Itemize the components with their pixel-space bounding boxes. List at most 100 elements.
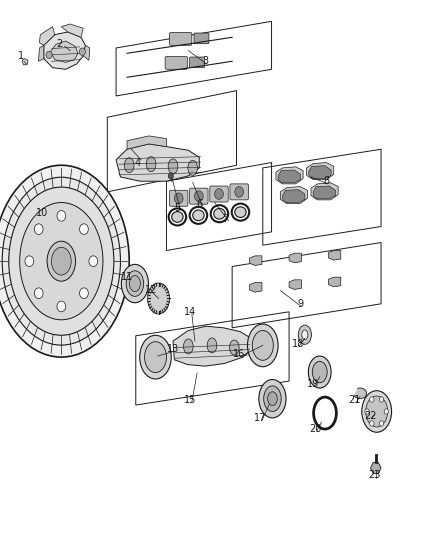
Ellipse shape xyxy=(168,159,178,174)
Circle shape xyxy=(25,256,34,266)
Ellipse shape xyxy=(172,212,183,222)
Ellipse shape xyxy=(140,335,171,379)
Ellipse shape xyxy=(268,392,277,406)
Text: 9: 9 xyxy=(297,299,303,309)
FancyBboxPatch shape xyxy=(165,56,187,69)
Text: 2: 2 xyxy=(56,39,62,49)
Ellipse shape xyxy=(252,330,273,360)
Ellipse shape xyxy=(362,391,392,432)
Circle shape xyxy=(46,51,52,59)
Circle shape xyxy=(79,48,85,55)
Ellipse shape xyxy=(2,177,120,345)
Ellipse shape xyxy=(235,207,246,217)
Circle shape xyxy=(89,256,98,266)
Text: 1: 1 xyxy=(18,51,24,61)
Text: 19: 19 xyxy=(307,379,319,389)
Circle shape xyxy=(194,191,203,201)
Text: 4: 4 xyxy=(135,158,141,167)
Circle shape xyxy=(168,173,173,179)
Text: 16: 16 xyxy=(233,350,245,359)
Ellipse shape xyxy=(353,388,367,399)
Polygon shape xyxy=(313,186,336,199)
Polygon shape xyxy=(44,32,85,69)
Circle shape xyxy=(379,397,384,402)
Text: 14: 14 xyxy=(184,307,197,317)
Polygon shape xyxy=(83,45,90,60)
Ellipse shape xyxy=(145,342,166,373)
FancyBboxPatch shape xyxy=(190,57,205,68)
Ellipse shape xyxy=(188,160,198,175)
Text: 10: 10 xyxy=(35,208,48,218)
Polygon shape xyxy=(50,41,78,62)
Ellipse shape xyxy=(9,187,114,335)
Polygon shape xyxy=(61,24,83,37)
Ellipse shape xyxy=(124,158,134,173)
Text: 8: 8 xyxy=(323,176,329,186)
Text: 21: 21 xyxy=(349,395,361,405)
Ellipse shape xyxy=(312,361,327,383)
Polygon shape xyxy=(307,163,334,180)
Polygon shape xyxy=(280,187,307,204)
Circle shape xyxy=(379,421,384,426)
Text: 7: 7 xyxy=(223,214,229,223)
Ellipse shape xyxy=(0,165,129,357)
Ellipse shape xyxy=(148,283,170,314)
Ellipse shape xyxy=(121,264,148,303)
Text: 11: 11 xyxy=(121,272,133,282)
Ellipse shape xyxy=(20,203,103,320)
Ellipse shape xyxy=(52,247,71,275)
Polygon shape xyxy=(311,183,338,200)
Circle shape xyxy=(80,288,88,298)
Polygon shape xyxy=(283,190,305,203)
Polygon shape xyxy=(328,277,341,287)
FancyBboxPatch shape xyxy=(190,188,208,204)
Ellipse shape xyxy=(302,330,308,340)
Ellipse shape xyxy=(259,379,286,418)
Polygon shape xyxy=(289,253,301,263)
FancyBboxPatch shape xyxy=(210,186,228,202)
Circle shape xyxy=(370,421,374,426)
Polygon shape xyxy=(22,59,28,65)
Polygon shape xyxy=(276,167,303,184)
Polygon shape xyxy=(371,463,381,473)
Circle shape xyxy=(57,211,66,221)
Ellipse shape xyxy=(214,208,225,219)
Circle shape xyxy=(174,193,183,204)
Circle shape xyxy=(34,288,43,298)
Polygon shape xyxy=(250,282,262,292)
Polygon shape xyxy=(328,251,341,260)
Ellipse shape xyxy=(366,396,388,427)
Text: 20: 20 xyxy=(309,424,321,434)
Circle shape xyxy=(57,301,66,312)
Circle shape xyxy=(34,224,43,235)
Circle shape xyxy=(235,187,244,197)
Polygon shape xyxy=(250,256,262,265)
Polygon shape xyxy=(278,170,300,183)
Ellipse shape xyxy=(308,356,331,388)
Polygon shape xyxy=(289,280,301,289)
Ellipse shape xyxy=(193,210,204,221)
Ellipse shape xyxy=(146,157,156,172)
Polygon shape xyxy=(116,144,199,181)
Circle shape xyxy=(384,409,389,414)
Ellipse shape xyxy=(264,386,281,411)
Text: 22: 22 xyxy=(364,411,376,421)
FancyBboxPatch shape xyxy=(230,184,248,200)
Text: 6: 6 xyxy=(196,199,202,208)
Ellipse shape xyxy=(247,324,278,367)
FancyBboxPatch shape xyxy=(194,33,209,44)
Circle shape xyxy=(215,189,223,199)
Polygon shape xyxy=(309,166,331,179)
Text: 18: 18 xyxy=(292,339,304,349)
Text: 23: 23 xyxy=(368,471,381,480)
Ellipse shape xyxy=(47,241,76,281)
Polygon shape xyxy=(39,27,55,45)
Text: 3: 3 xyxy=(203,56,209,66)
Polygon shape xyxy=(39,45,44,61)
Circle shape xyxy=(370,397,374,402)
Polygon shape xyxy=(173,326,252,366)
Circle shape xyxy=(365,409,369,414)
Polygon shape xyxy=(127,136,166,149)
Text: 15: 15 xyxy=(184,395,197,405)
Ellipse shape xyxy=(230,340,239,355)
